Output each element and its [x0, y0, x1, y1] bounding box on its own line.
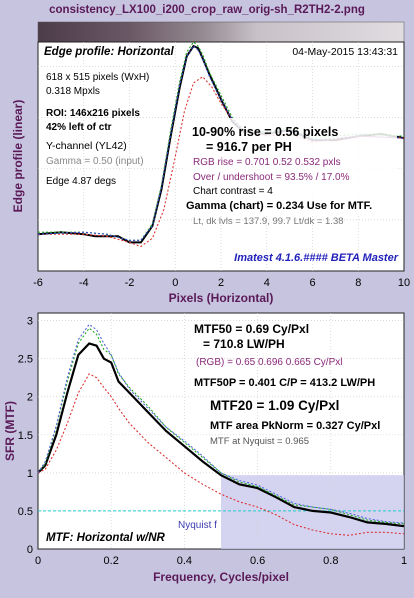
- mtf50: MTF50 = 0.69 Cy/Pxl: [194, 322, 309, 336]
- mtf-series-group: [37, 323, 405, 536]
- edge-info-box: [185, 118, 397, 216]
- mtf-y-tick-label: 0: [27, 544, 33, 556]
- mtf50-rgb: (RGB) = 0.65 0.696 0.665 Cy/Pxl: [196, 357, 342, 368]
- mtf50-lwph: = 710.8 LW/PH: [203, 337, 285, 351]
- edge-x-tick-label: 6: [309, 277, 315, 289]
- mtf-ylabel: SFR (MTF): [3, 401, 17, 461]
- edge-timestamp: 04-May-2015 13:43:31: [292, 46, 398, 58]
- edge-title: Edge profile: Horizontal: [44, 46, 175, 58]
- mtf-at-nyquist: MTF at Nyquist = 0.965: [210, 436, 309, 447]
- mtf-series-b: [37, 323, 405, 524]
- nyquist-label: Nyquist f: [178, 520, 217, 531]
- info-roi-position: 42% left of ctr: [46, 122, 112, 133]
- overshoot: Over / undershoot = 93.5% / 17.0%: [193, 172, 350, 183]
- mtf50p: MTF50P = 0.401 C/P = 413.2 LW/PH: [194, 377, 375, 389]
- info-roi: ROI: 146x216 pixels: [46, 108, 140, 119]
- info-channel: Y-channel (YL42): [46, 140, 127, 152]
- edge-x-tick-label: 4: [264, 277, 270, 289]
- roi-thumbnail: [37, 21, 405, 43]
- edge-x-tick-label: -4: [79, 277, 89, 289]
- rise-pixels: 10-90% rise = 0.56 pixels: [192, 125, 338, 139]
- mtf20: MTF20 = 1.09 Cy/Pxl: [210, 398, 339, 413]
- mtf-x-tick-label: 1: [401, 555, 407, 567]
- mtf-series-y: [37, 342, 405, 528]
- rgb-rise: RGB rise = 0.701 0.52 0.532 pxls: [193, 157, 341, 168]
- mtf-y-tick-label: 1: [27, 468, 33, 480]
- edge-x-tick-label: 0: [172, 277, 178, 289]
- chart-contrast: Chart contrast = 4: [193, 186, 273, 197]
- info-edge-angle: Edge 4.87 degs: [46, 176, 116, 187]
- light-dark-levels: Lt, dk lvls = 137.9, 99.7 Lt/dk = 1.38: [193, 216, 344, 227]
- window-title: consistency_LX100_i200_crop_raw_orig-sh_…: [49, 4, 365, 16]
- gamma-chart: Gamma (chart) = 0.234 Use for MTF.: [186, 200, 372, 212]
- mtf-y-tick-label: 0.5: [18, 506, 33, 518]
- imatest-watermark: Imatest 4.1.6.#### BETA Master: [234, 252, 399, 264]
- mtf-x-tick-label: 0: [35, 555, 41, 567]
- edge-x-tick-label: 8: [355, 277, 361, 289]
- mtf-x-tick-label: 0.6: [250, 555, 265, 567]
- mtf-area: MTF area PkNorm = 0.327 Cy/Pxl: [210, 420, 380, 432]
- mtf-x-tick-label: 0.4: [177, 555, 192, 567]
- mtf-series-r: [37, 373, 405, 536]
- mtf-y-tick-label: 1.5: [18, 430, 33, 442]
- mtf-legend-label: MTF: Horizontal w/NR: [46, 532, 166, 544]
- mtf-tick-labels: 0 0.2 0.4 0.6 0.8 1 0 0.5 1 1.5 2 2.5 3: [18, 316, 407, 567]
- edge-xlabel: Pixels (Horizontal): [169, 291, 274, 305]
- mtf-y-tick-label: 2: [27, 392, 33, 404]
- mtf-x-tick-label: 0.8: [323, 555, 338, 567]
- edge-tick-labels: -6 -4 -2 0 2 4 6 8 10: [33, 277, 410, 289]
- mtf-x-tick-label: 0.2: [104, 555, 119, 567]
- edge-x-tick-label: -6: [33, 277, 43, 289]
- mtf-xlabel: Frequency, Cycles/pixel: [153, 570, 289, 584]
- info-image-size: 618 x 515 pixels (WxH): [46, 72, 149, 83]
- info-megapixels: 0.318 Mpxls: [46, 86, 100, 97]
- mtf-y-tick-label: 2.5: [18, 354, 33, 366]
- edge-x-tick-label: 2: [218, 277, 224, 289]
- edge-x-tick-label: 10: [398, 277, 410, 289]
- edge-ylabel: Edge profile (linear): [11, 100, 25, 213]
- edge-x-tick-label: -2: [125, 277, 135, 289]
- info-gamma-input: Gamma = 0.50 (input): [46, 156, 144, 167]
- mtf-y-tick-label: 3: [27, 316, 33, 328]
- rise-per-ph: = 916.7 per PH: [206, 140, 292, 154]
